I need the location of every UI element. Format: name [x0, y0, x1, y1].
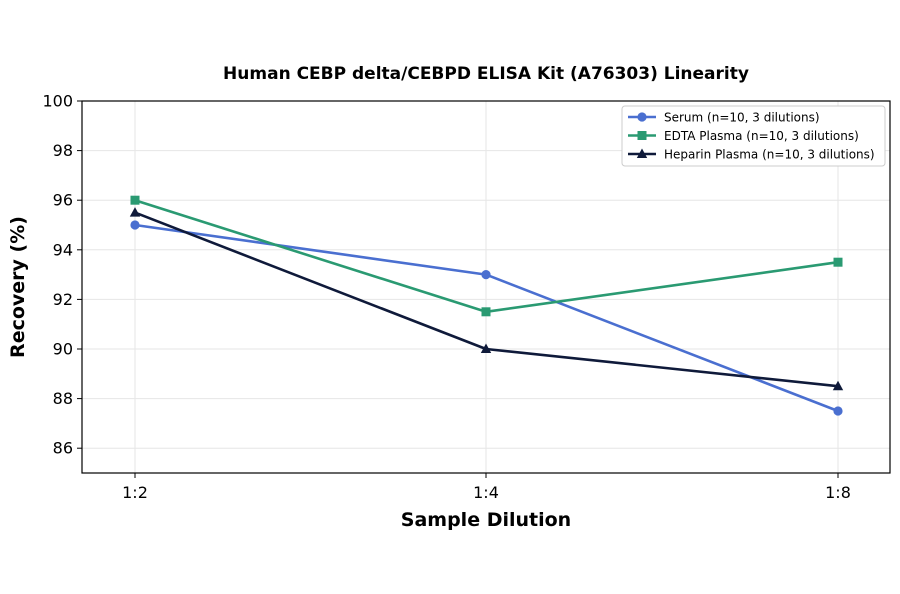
y-tick-label: 90 [53, 340, 73, 359]
data-point [833, 406, 843, 416]
legend-label: EDTA Plasma (n=10, 3 dilutions) [664, 129, 859, 143]
data-point [130, 220, 140, 230]
legend-item: Heparin Plasma (n=10, 3 dilutions) [628, 147, 875, 161]
legend: Serum (n=10, 3 dilutions) EDTA Plasma (n=… [621, 105, 886, 167]
data-point [129, 207, 141, 217]
y-tick-label: 100 [42, 92, 73, 111]
legend-item: Serum (n=10, 3 dilutions) [628, 110, 820, 124]
y-tick-label: 94 [53, 240, 73, 259]
y-tick-label: 92 [53, 290, 73, 309]
data-point [833, 257, 843, 267]
series-group [129, 195, 844, 416]
data-point [481, 307, 491, 317]
x-tick-label: 1:8 [825, 483, 851, 502]
series-2 [130, 195, 843, 317]
data-point [130, 195, 140, 205]
y-axis-ticks: 86 88 90 92 94 96 98 100 [42, 92, 82, 458]
x-axis-ticks: 1:2 1:4 1:8 [122, 473, 851, 502]
series-3 [129, 207, 844, 391]
y-axis-label: Recovery (%) [7, 216, 29, 358]
y-tick-label: 98 [53, 141, 73, 160]
y-tick-label: 96 [53, 191, 73, 210]
plot-frame [81, 100, 891, 474]
data-point [832, 380, 844, 391]
x-tick-label: 1:2 [122, 483, 148, 502]
legend-marker [636, 148, 648, 158]
series-1 [130, 220, 843, 416]
y-tick-label: 88 [53, 389, 73, 408]
y-tick-label: 86 [53, 439, 73, 458]
data-point [480, 343, 492, 353]
x-axis-label: Sample Dilution [401, 509, 571, 531]
legend-label: Heparin Plasma (n=10, 3 dilutions) [664, 147, 875, 161]
x-tick-label: 1:4 [473, 483, 499, 502]
chart-title: Human CEBP delta/CEBPD ELISA Kit (A76303… [223, 64, 749, 84]
legend-label: Serum (n=10, 3 dilutions) [664, 110, 820, 124]
legend-box [621, 105, 886, 167]
legend-marker [637, 131, 647, 140]
legend-item: EDTA Plasma (n=10, 3 dilutions) [628, 129, 859, 143]
data-point [481, 270, 491, 280]
legend-marker [637, 112, 647, 122]
